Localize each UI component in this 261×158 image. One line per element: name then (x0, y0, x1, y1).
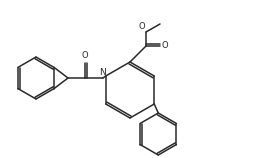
Text: O: O (82, 51, 88, 60)
Text: O: O (138, 22, 145, 31)
Text: N: N (100, 68, 106, 77)
Text: O: O (161, 40, 168, 49)
